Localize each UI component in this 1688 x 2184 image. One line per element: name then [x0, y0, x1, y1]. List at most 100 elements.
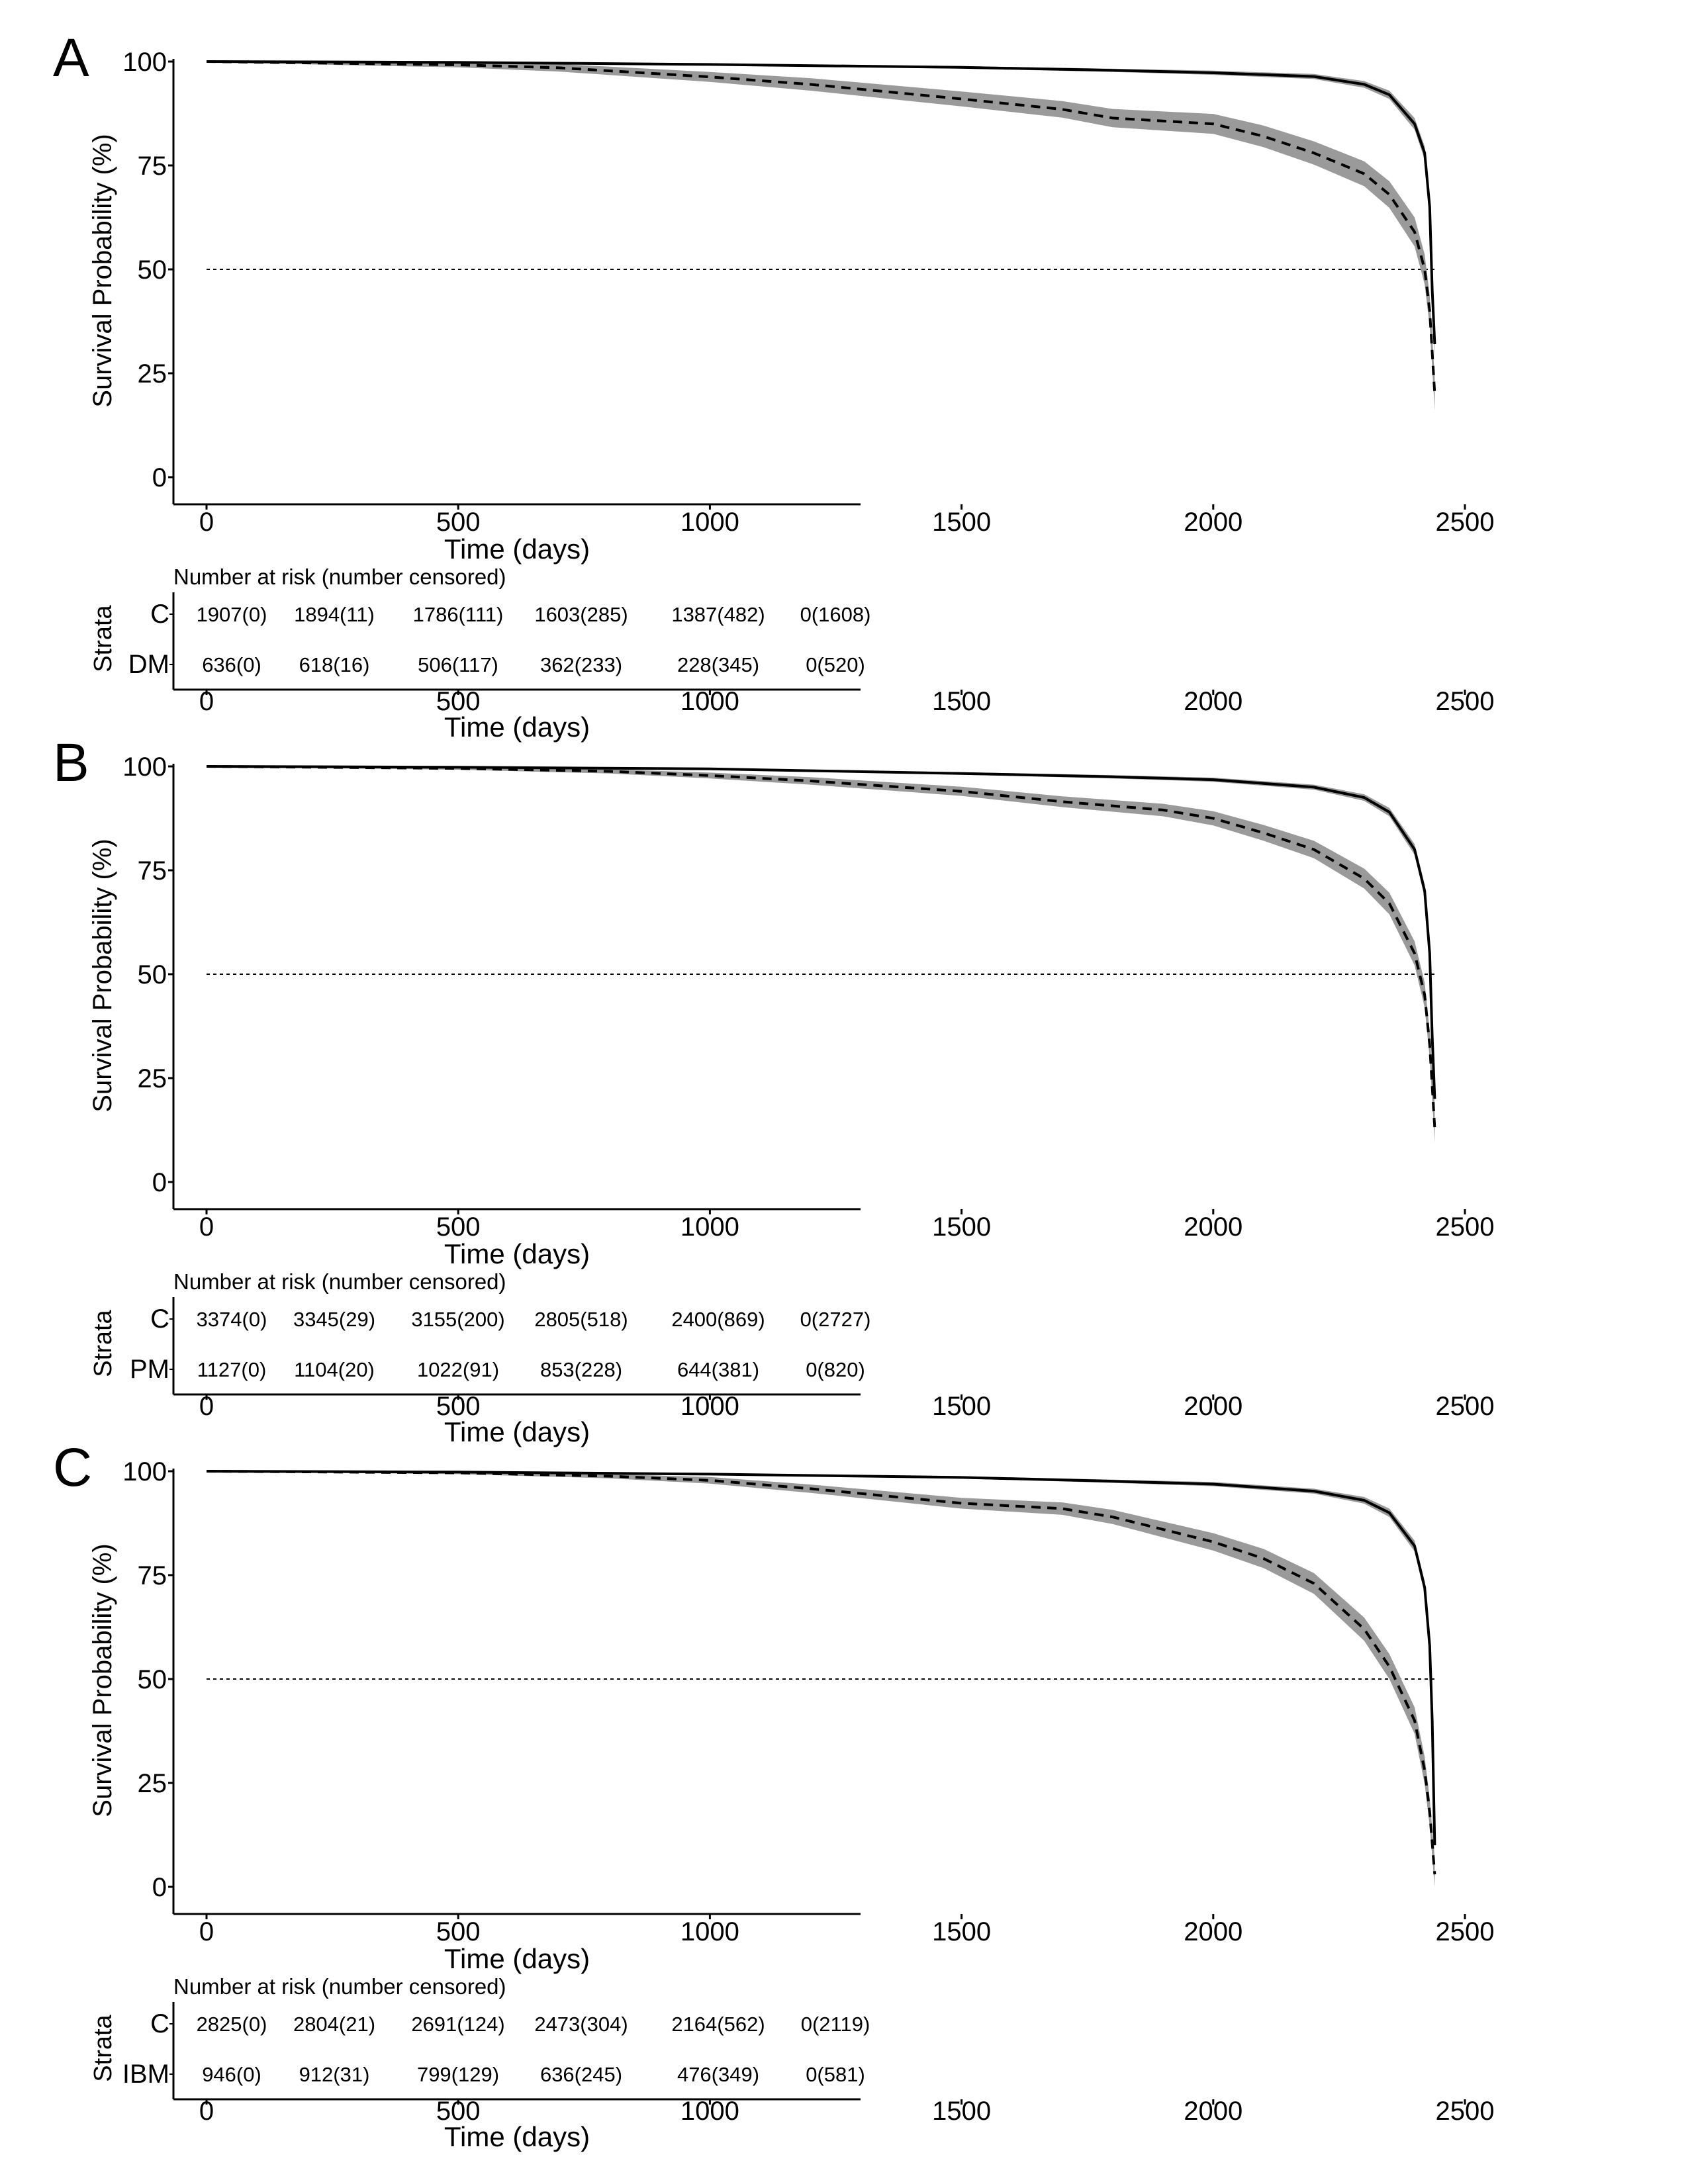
- risk-cell: 3345(29): [293, 1308, 375, 1331]
- x-tick-label: 2000: [1184, 1917, 1243, 1946]
- risk-cell: 1907(0): [197, 603, 267, 626]
- x-tick-label: 0: [199, 1917, 214, 1946]
- risk-table-title: Number at risk (number censored): [173, 1974, 506, 1999]
- x-tick-label: 2500: [1436, 508, 1495, 537]
- y-tick-label: 75: [138, 152, 167, 181]
- risk-table-x-tick-label: 1500: [932, 1392, 991, 1421]
- risk-table-x-tick-label: 2000: [1184, 687, 1243, 716]
- risk-table-x-tick-label: 500: [436, 2097, 481, 2126]
- risk-table-x-tick-label: 1500: [932, 2097, 991, 2126]
- risk-cell: 2473(304): [534, 2013, 628, 2036]
- y-tick-label: 0: [152, 1168, 167, 1197]
- x-tick-label: 1500: [932, 1212, 991, 1242]
- panel-letter: C: [53, 1437, 92, 1498]
- x-tick-label: 1500: [932, 508, 991, 537]
- risk-table-x-axis-title: Time (days): [444, 2121, 590, 2152]
- y-tick-label: 50: [138, 255, 167, 285]
- y-tick-label: 0: [152, 1873, 167, 1902]
- x-tick-label: 2500: [1436, 1212, 1495, 1242]
- risk-table-x-tick-label: 500: [436, 1392, 481, 1421]
- risk-cell: 3155(200): [411, 1308, 504, 1331]
- y-axis-title: Survival Probability (%): [88, 839, 117, 1112]
- risk-cell: 799(129): [417, 2063, 499, 2086]
- risk-cell: 0(520): [806, 653, 865, 676]
- x-tick-label: 0: [199, 1212, 214, 1242]
- risk-cell: 1127(0): [197, 1358, 267, 1381]
- y-axis-title: Survival Probability (%): [88, 134, 117, 407]
- x-axis-title: Time (days): [444, 533, 590, 565]
- panel-letter: B: [53, 733, 89, 793]
- risk-cell: 2691(124): [411, 2013, 504, 2036]
- risk-cell: 2804(21): [293, 2013, 375, 2036]
- stratum-label-ibm: IBM: [122, 2060, 169, 2089]
- survival-curve-control: [206, 1470, 1436, 1846]
- x-tick-label: 500: [436, 1212, 481, 1242]
- y-tick-label: 50: [138, 1665, 167, 1694]
- stratum-label-pm: PM: [130, 1355, 169, 1384]
- risk-table-x-tick-label: 1500: [932, 687, 991, 716]
- risk-table-x-tick-label: 0: [199, 2097, 214, 2126]
- risk-table-x-tick-label: 2500: [1436, 687, 1495, 716]
- strata-label: Strata: [89, 604, 117, 672]
- risk-cell: 912(31): [299, 2063, 370, 2086]
- risk-table-x-tick-label: 2500: [1436, 2097, 1495, 2126]
- strata-label: Strata: [89, 2014, 117, 2081]
- confidence-band-disease: [207, 1471, 1435, 1887]
- y-axis-title: Survival Probability (%): [88, 1543, 117, 1817]
- risk-table-x-axis-title: Time (days): [444, 1416, 590, 1447]
- risk-cell: 2825(0): [197, 2013, 267, 2036]
- confidence-band-disease: [207, 62, 1435, 411]
- stratum-label-c: C: [150, 2009, 169, 2038]
- risk-table-x-tick-label: 2500: [1436, 1392, 1495, 1421]
- x-tick-label: 500: [436, 508, 481, 537]
- risk-cell: 1104(20): [294, 1358, 375, 1381]
- stratum-label-dm: DM: [128, 650, 169, 679]
- y-tick-label: 100: [122, 1457, 167, 1486]
- confidence-band-control: [207, 766, 1435, 1112]
- risk-table-x-tick-label: 500: [436, 687, 481, 716]
- y-tick-label: 75: [138, 1561, 167, 1590]
- x-axis-title: Time (days): [444, 1238, 590, 1269]
- risk-cell: 853(228): [540, 1358, 622, 1381]
- risk-table-title: Number at risk (number censored): [173, 1269, 506, 1294]
- risk-table-x-tick-label: 1000: [680, 687, 739, 716]
- risk-cell: 3374(0): [197, 1308, 267, 1331]
- x-tick-label: 1500: [932, 1917, 991, 1946]
- panel-letter: A: [53, 28, 89, 88]
- confidence-band-control: [207, 62, 1435, 357]
- x-tick-label: 1000: [680, 1212, 739, 1242]
- y-tick-label: 25: [138, 359, 167, 388]
- risk-cell: 0(820): [806, 1358, 865, 1381]
- risk-table-x-tick-label: 1000: [680, 1392, 739, 1421]
- y-tick-label: 100: [122, 752, 167, 782]
- risk-cell: 228(345): [677, 653, 759, 676]
- risk-table-title: Number at risk (number censored): [173, 565, 506, 589]
- y-tick-label: 25: [138, 1769, 167, 1798]
- x-tick-label: 1000: [680, 1917, 739, 1946]
- risk-cell: 0(581): [806, 2063, 865, 2086]
- x-tick-label: 2000: [1184, 1212, 1243, 1242]
- risk-cell: 476(349): [677, 2063, 759, 2086]
- risk-table-x-tick-label: 1000: [680, 2097, 739, 2126]
- x-axis-title: Time (days): [444, 1943, 590, 1974]
- survival-curve-disease: [206, 1470, 1436, 1875]
- risk-cell: 0(2727): [800, 1308, 871, 1331]
- y-tick-label: 75: [138, 856, 167, 886]
- confidence-band-control: [207, 1471, 1435, 1858]
- risk-cell: 0(1608): [800, 603, 871, 626]
- risk-cell: 1387(482): [671, 603, 765, 626]
- risk-cell: 1022(91): [417, 1358, 499, 1381]
- survival-curve-control: [206, 60, 1436, 345]
- y-tick-label: 25: [138, 1064, 167, 1093]
- risk-table-x-axis-title: Time (days): [444, 711, 590, 743]
- risk-table-x-tick-label: 0: [199, 1392, 214, 1421]
- x-tick-label: 0: [199, 508, 214, 537]
- risk-cell: 946(0): [202, 2063, 261, 2086]
- risk-cell: 506(117): [418, 653, 498, 676]
- risk-table-x-tick-label: 2000: [1184, 1392, 1243, 1421]
- confidence-band-disease: [207, 766, 1435, 1143]
- x-tick-label: 1000: [680, 508, 739, 537]
